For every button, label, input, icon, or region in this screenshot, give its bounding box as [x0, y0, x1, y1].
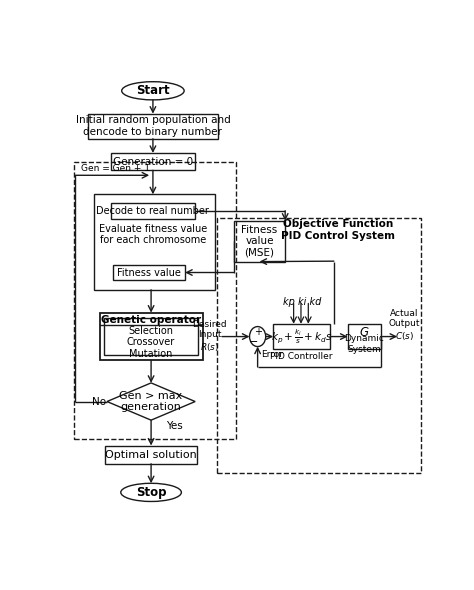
- Text: Genetic operator: Genetic operator: [101, 314, 201, 325]
- Text: Stop: Stop: [136, 486, 166, 499]
- Bar: [110, 153, 195, 171]
- Bar: [234, 221, 285, 261]
- Text: Selection: Selection: [128, 326, 173, 336]
- Text: Initial random population and
dencode to binary number: Initial random population and dencode to…: [75, 116, 230, 137]
- Text: Gen = Gen + 1: Gen = Gen + 1: [82, 165, 150, 173]
- Text: Fitness
value
(MSE): Fitness value (MSE): [241, 225, 278, 258]
- Bar: [94, 194, 215, 290]
- Text: −: −: [249, 337, 258, 347]
- Bar: [88, 114, 218, 139]
- Text: +: +: [254, 327, 262, 337]
- Bar: [74, 162, 236, 439]
- Bar: [100, 313, 202, 360]
- Text: Fitness value: Fitness value: [117, 267, 181, 277]
- Bar: [105, 445, 197, 464]
- Bar: [347, 324, 381, 349]
- Text: Crossover: Crossover: [127, 337, 175, 347]
- Text: Actual
Output
$C(s)$: Actual Output $C(s)$: [389, 309, 420, 342]
- Text: Gen > max
generation: Gen > max generation: [119, 391, 182, 412]
- Text: G: G: [360, 326, 369, 339]
- Text: No: No: [92, 396, 107, 407]
- Bar: [217, 218, 421, 473]
- Bar: [104, 318, 198, 355]
- Text: Optimal solution: Optimal solution: [105, 450, 197, 460]
- Text: Dynamic
System: Dynamic System: [344, 334, 384, 353]
- Bar: [273, 324, 330, 349]
- Text: Mutation: Mutation: [129, 349, 173, 359]
- Text: Generation = 0: Generation = 0: [113, 157, 193, 166]
- Text: Start: Start: [136, 84, 170, 97]
- Bar: [113, 265, 185, 280]
- Bar: [110, 202, 195, 219]
- Text: $k_p + \frac{k_i}{s} + k_d s$: $k_p + \frac{k_i}{s} + k_d s$: [271, 327, 333, 346]
- Text: PID Controller: PID Controller: [271, 352, 333, 361]
- Text: Error: Error: [261, 350, 283, 359]
- Text: Evaluate fitness value
for each chromosome: Evaluate fitness value for each chromoso…: [99, 224, 207, 245]
- Text: kp ki kd: kp ki kd: [283, 297, 321, 307]
- Text: Decode to real number: Decode to real number: [97, 206, 210, 216]
- Text: Yes: Yes: [166, 421, 182, 431]
- Text: Objective Function
PID Control System: Objective Function PID Control System: [282, 219, 395, 241]
- Text: Desired
Input
$R(s)$: Desired Input $R(s)$: [192, 320, 227, 353]
